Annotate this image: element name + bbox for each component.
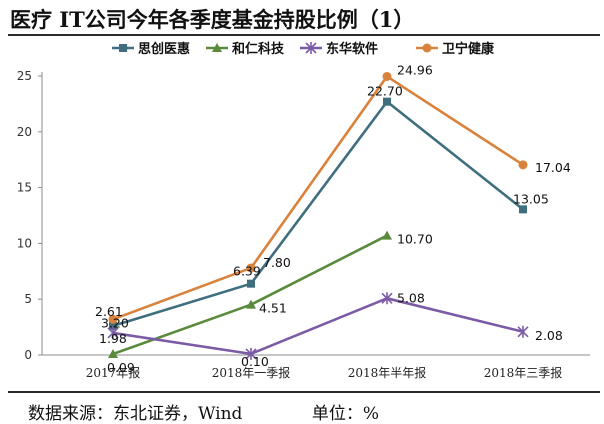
axes: 0 5 10 15 20 25 2017年报 2018年一季报 2018年半年报 2018年三季报 xyxy=(17,69,590,380)
data-label: 22.70 xyxy=(367,84,403,99)
y-tick-label: 5 xyxy=(24,292,32,306)
y-tick-label: 25 xyxy=(17,69,32,83)
chart-title: 医疗 IT公司今年各季度基金持股比例（1） xyxy=(10,7,415,32)
data-point-marker xyxy=(246,263,256,273)
footer: 数据来源：东北证券，Wind 单位：% xyxy=(28,399,379,424)
series-markers xyxy=(107,71,529,360)
series-line-1 xyxy=(112,100,524,328)
legend-marker xyxy=(212,43,222,52)
line-chart: 思创医惠 和仁科技 东华软件 卫宁健康 0 5 10 15 20 25 2017年报 2018年一季… xyxy=(17,41,590,380)
data-label: 6.39 xyxy=(233,264,261,279)
data-label: 5.08 xyxy=(397,290,425,305)
data-point-marker xyxy=(383,97,391,106)
legend-label: 东华软件 xyxy=(326,41,378,57)
data-label: 0.10 xyxy=(241,354,269,369)
data-label: 2.61 xyxy=(95,304,123,319)
x-tick-label: 2017年报 xyxy=(86,365,141,380)
data-label: 13.05 xyxy=(513,191,549,206)
data-point-marker xyxy=(246,299,256,309)
data-label: 7.80 xyxy=(263,255,291,270)
data-label: 24.96 xyxy=(397,62,433,77)
y-tick-label: 10 xyxy=(17,236,32,250)
legend-label: 思创医惠 xyxy=(138,41,190,57)
data-label: 1.98 xyxy=(99,331,127,346)
unit-note: 单位：% xyxy=(311,404,380,424)
series-line-4 xyxy=(112,75,524,321)
source-note: 数据来源：东北证券，Wind xyxy=(28,404,243,424)
legend-label: 和仁科技 xyxy=(232,41,285,57)
data-label: 2.08 xyxy=(535,328,563,343)
x-tick-label: 2018年半年报 xyxy=(348,365,427,380)
title-divider xyxy=(8,34,600,36)
y-tick-label: 0 xyxy=(24,348,32,362)
data-point-marker xyxy=(109,321,117,330)
data-point-marker xyxy=(247,279,255,288)
legend-marker xyxy=(119,44,127,52)
series-line-2 xyxy=(112,234,388,356)
data-point-marker xyxy=(519,205,527,214)
legend-marker xyxy=(422,43,432,53)
y-tick-label: 20 xyxy=(17,125,32,139)
data-point-marker xyxy=(107,326,119,339)
footer-divider xyxy=(8,391,600,393)
x-tick-label: 2018年一季报 xyxy=(212,365,291,380)
data-point-marker xyxy=(108,314,118,324)
y-tick-label: 15 xyxy=(17,181,32,195)
series-lines xyxy=(112,75,524,356)
x-tick-label: 2018年三季报 xyxy=(484,365,563,380)
data-point-marker xyxy=(518,160,528,170)
legend: 思创医惠 和仁科技 东华软件 卫宁健康 xyxy=(112,41,495,57)
data-label: 4.51 xyxy=(259,301,287,316)
legend-marker xyxy=(305,42,317,54)
data-point-marker xyxy=(245,347,257,360)
data-point-marker xyxy=(381,292,393,305)
data-label: 3.20 xyxy=(101,315,129,330)
data-label: 10.70 xyxy=(397,232,433,247)
data-point-marker xyxy=(382,230,392,240)
data-point-marker xyxy=(517,325,529,338)
data-label: 17.04 xyxy=(535,160,571,175)
data-point-marker xyxy=(108,348,118,358)
legend-label: 卫宁健康 xyxy=(442,41,495,57)
series-line-3 xyxy=(112,297,524,356)
data-labels: 2.61 6.39 22.70 13.05 0.09 4.51 10.70 1.98 0.10 5… xyxy=(95,62,571,375)
data-point-marker xyxy=(382,71,392,81)
data-label: 0.09 xyxy=(107,360,135,375)
